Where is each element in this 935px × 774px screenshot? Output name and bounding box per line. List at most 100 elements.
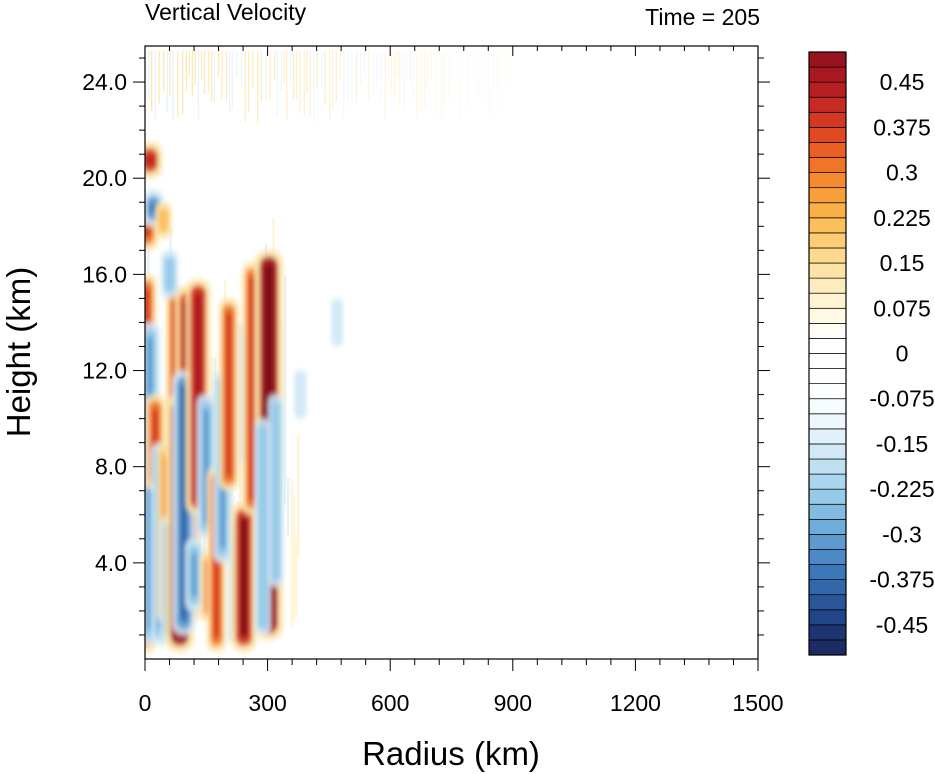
- field-stripe: [481, 50, 483, 77]
- field-stripe: [208, 50, 210, 92]
- y-tick-label: 16.0: [82, 261, 127, 287]
- colorbar-swatch: [808, 338, 847, 354]
- colorbar-swatch: [808, 127, 847, 143]
- field-stripe: [273, 50, 276, 80]
- field-stripe: [424, 50, 426, 108]
- field-stripe: [211, 50, 213, 102]
- colorbar-swatch: [808, 157, 847, 173]
- field-stripe: [236, 50, 238, 77]
- field-stripe: [231, 50, 234, 110]
- field-stripe: [436, 50, 438, 117]
- colorbar-label: 0.15: [880, 250, 925, 276]
- y-tick-label: 4.0: [95, 550, 127, 576]
- field-stripe: [504, 50, 506, 87]
- field-stripe: [260, 50, 263, 102]
- field-stripe: [329, 50, 331, 119]
- field-stripe: [324, 50, 326, 106]
- colorbar-swatch: [808, 51, 847, 68]
- field-stripe: [158, 50, 160, 104]
- field-stripe: [151, 50, 153, 112]
- field-stripe: [247, 50, 250, 113]
- field-stripe: [306, 50, 308, 93]
- field-feature: [270, 400, 281, 581]
- y-tick-label: 24.0: [82, 69, 127, 95]
- field-stripe: [396, 50, 398, 77]
- field-stripe: [213, 50, 216, 104]
- field-stripe: [492, 50, 495, 88]
- colorbar-swatch: [808, 277, 847, 294]
- field-stripe: [256, 50, 259, 123]
- field-stripe: [455, 50, 458, 78]
- colorbar-label: 0.375: [873, 114, 931, 140]
- field-stripe: [295, 50, 298, 100]
- colorbar-label: -0.225: [869, 476, 934, 502]
- x-tick-labels: 0 300 600 900 1200 1500: [139, 690, 784, 716]
- field-stripe: [200, 50, 203, 81]
- field-band: [297, 433, 300, 556]
- field-stripe: [477, 50, 479, 95]
- field-stripe: [185, 50, 188, 91]
- field-stripe: [331, 50, 334, 109]
- field-stripe: [347, 50, 349, 99]
- colorbar-swatch: [808, 624, 847, 641]
- field-stripe: [470, 50, 472, 116]
- colorbar-swatch: [808, 247, 847, 264]
- field-stripe: [484, 50, 486, 107]
- colorbar-swatch: [808, 172, 847, 189]
- field-band: [231, 433, 234, 564]
- colorbar-swatch: [808, 111, 847, 128]
- colorbar-swatch: [808, 609, 847, 626]
- field-stripe: [388, 50, 390, 76]
- colorbar-swatch: [808, 518, 847, 535]
- colorbar-swatch: [808, 262, 847, 279]
- colorbar-swatch: [808, 323, 847, 339]
- field-stripe: [474, 50, 476, 85]
- colorbar-swatch: [808, 443, 847, 460]
- field-feature-core: [145, 228, 151, 237]
- field-stripe: [240, 50, 243, 87]
- field-feature-core: [150, 204, 157, 213]
- field-stripe: [252, 50, 254, 88]
- field-stripe: [368, 50, 370, 102]
- field-stripe: [496, 50, 499, 94]
- colorbar-frame: [808, 51, 847, 656]
- field-stripe: [154, 50, 156, 120]
- colorbar-swatch: [808, 639, 847, 656]
- field-stripe: [309, 50, 311, 118]
- colorbar-swatch: [808, 594, 847, 611]
- field-stripe: [402, 50, 405, 112]
- field-stripe: [289, 50, 292, 83]
- colorbar-swatch: [808, 473, 847, 490]
- field-feature: [158, 208, 169, 233]
- field-stripe: [430, 50, 432, 80]
- field-stripe: [312, 50, 315, 123]
- colorbar-label: -0.075: [869, 386, 934, 412]
- colorbar-swatch: [808, 81, 847, 98]
- field-stripe: [280, 50, 282, 92]
- colorbar-swatch: [808, 66, 847, 83]
- field-stripe: [406, 50, 408, 80]
- field-stripe: [228, 50, 231, 112]
- field-stripe: [339, 50, 341, 80]
- colorbar-label: 0.225: [873, 205, 931, 231]
- colorbar-swatch: [808, 458, 847, 475]
- x-tick-label: 300: [248, 690, 286, 716]
- colorbar-label: 0: [896, 341, 909, 367]
- field-stripe: [162, 50, 165, 92]
- field-stripe: [441, 50, 443, 122]
- field-stripe: [303, 50, 305, 117]
- field-stripe: [292, 50, 295, 100]
- field-stripe: [452, 50, 454, 81]
- x-axis-label: Radius (km): [362, 735, 540, 772]
- field-stripe: [499, 50, 501, 117]
- colorbar-label: -0.375: [869, 567, 934, 593]
- field-stripe: [221, 50, 223, 100]
- field-feature-core: [191, 552, 197, 597]
- field-feature: [333, 304, 341, 341]
- colorbar-swatch: [808, 534, 847, 550]
- field-stripe: [363, 50, 366, 76]
- field-band: [283, 276, 287, 506]
- field-stripe: [459, 50, 461, 119]
- y-axis-label: Height (km): [0, 267, 37, 438]
